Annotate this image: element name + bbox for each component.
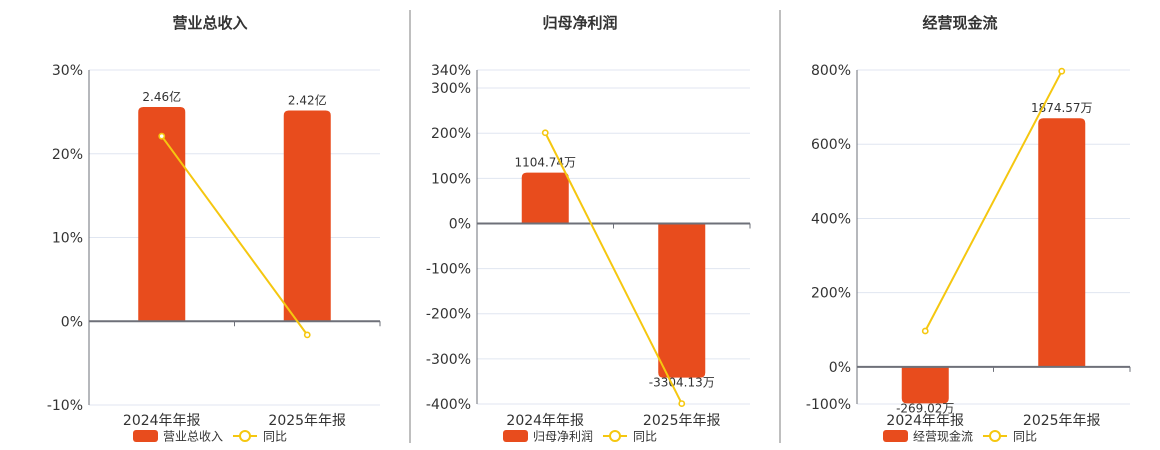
legend-item-line[interactable]: 同比 — [983, 430, 1037, 444]
y-axis-tick-label: 400% — [811, 211, 851, 227]
yoy-point-marker[interactable] — [921, 327, 929, 335]
y-axis-tick-label: 10% — [52, 231, 83, 247]
bar-value-label: 1874.57万 — [1031, 101, 1093, 115]
legend-item-bar[interactable]: 归母净利润 — [503, 430, 593, 444]
legend-bar-swatch-icon — [503, 430, 528, 442]
x-axis-category-label: 2024年年报 — [506, 413, 584, 429]
chart-legend: 经营现金流 同比 — [883, 429, 1037, 444]
legend-item-bar[interactable]: 经营现金流 — [883, 429, 973, 444]
operating-cashflow-chart: 经营现金流 800% 600% 400% 200% 0% -100% -269.02万 1874… — [806, 14, 1131, 444]
y-axis-tick-label: 800% — [811, 63, 851, 79]
bar[interactable] — [138, 106, 186, 321]
x-axis-category-label: 2025年年报 — [268, 413, 346, 429]
x-axis-category-label: 2025年年报 — [643, 413, 721, 429]
yoy-line — [924, 70, 1063, 332]
chart-legend: 归母净利润 同比 — [503, 430, 657, 444]
y-axis-tick-label: -100% — [426, 262, 471, 278]
x-axis-category-label: 2024年年报 — [886, 413, 964, 429]
y-axis-tick-label: 20% — [52, 147, 83, 163]
legend-item-bar[interactable]: 营业总收入 — [133, 430, 223, 444]
bar-value-label: 2.46亿 — [142, 89, 181, 104]
revenue-chart: 营业总收入 30% 20% 10% 0% -10% 2.46亿 2.42亿 2024年年报 202… — [47, 14, 381, 444]
yoy-line — [160, 135, 309, 336]
y-axis-tick-label: 300% — [431, 81, 471, 97]
y-axis-tick-label: 200% — [811, 286, 851, 302]
bar-value-label: 2.42亿 — [288, 92, 327, 107]
y-axis-tick-label: 0% — [449, 216, 471, 232]
bar[interactable] — [521, 172, 569, 225]
y-axis-tick-label: 340% — [431, 63, 471, 79]
y-axis-tick-label: 100% — [431, 171, 471, 187]
legend-bar-swatch-icon — [883, 430, 908, 442]
chart-title: 归母净利润 — [542, 14, 617, 32]
legend-bar-label: 营业总收入 — [163, 430, 223, 444]
legend-circle-marker-icon — [239, 430, 251, 442]
bar-value-label: 1104.74万 — [514, 156, 576, 170]
bar[interactable] — [283, 110, 331, 321]
legend-bar-label: 归母净利润 — [533, 430, 593, 444]
chart-legend: 营业总收入 同比 — [133, 430, 287, 444]
yoy-point-marker[interactable] — [541, 129, 549, 137]
bar[interactable] — [901, 367, 949, 404]
legend-line-label: 同比 — [1013, 430, 1037, 444]
y-axis-tick-label: -300% — [426, 352, 471, 368]
legend-bar-swatch-icon — [133, 430, 158, 442]
yoy-point-marker[interactable] — [303, 331, 311, 339]
yoy-point-marker[interactable] — [158, 132, 166, 140]
chart-title: 经营现金流 — [922, 14, 997, 32]
x-axis-category-label: 2024年年报 — [123, 413, 201, 429]
yoy-point-marker[interactable] — [1058, 67, 1066, 75]
legend-bar-label: 经营现金流 — [913, 429, 973, 444]
y-axis-tick-label: -200% — [426, 307, 471, 323]
net-profit-chart: 归母净利润 340% 300% 200% 100% 0% -100% -200% -300% -4… — [426, 14, 751, 444]
y-axis-tick-label: 0% — [829, 360, 851, 376]
y-axis-tick-label: 30% — [52, 63, 83, 79]
legend-circle-marker-icon — [989, 430, 1001, 442]
x-axis-category-label: 2025年年报 — [1023, 413, 1101, 429]
bar-value-label: -269.02万 — [896, 401, 954, 415]
legend-item-line[interactable]: 同比 — [233, 430, 287, 444]
y-axis-tick-label: -400% — [426, 397, 471, 413]
bar[interactable] — [1038, 118, 1086, 368]
bar-value-label: -3304.13万 — [649, 376, 715, 390]
y-axis-tick-label: 0% — [61, 314, 83, 330]
legend-item-line[interactable]: 同比 — [603, 430, 657, 444]
legend-circle-marker-icon — [609, 430, 621, 442]
yoy-line — [544, 132, 683, 405]
y-axis-tick-label: 600% — [811, 137, 851, 153]
bar[interactable] — [658, 224, 706, 378]
yoy-point-marker[interactable] — [678, 400, 686, 407]
y-axis-tick-label: -10% — [47, 398, 83, 414]
legend-line-label: 同比 — [263, 430, 287, 444]
chart-title: 营业总收入 — [172, 14, 247, 32]
y-axis-tick-label: 200% — [431, 126, 471, 142]
y-axis-tick-label: -100% — [806, 397, 851, 413]
legend-line-label: 同比 — [633, 430, 657, 444]
